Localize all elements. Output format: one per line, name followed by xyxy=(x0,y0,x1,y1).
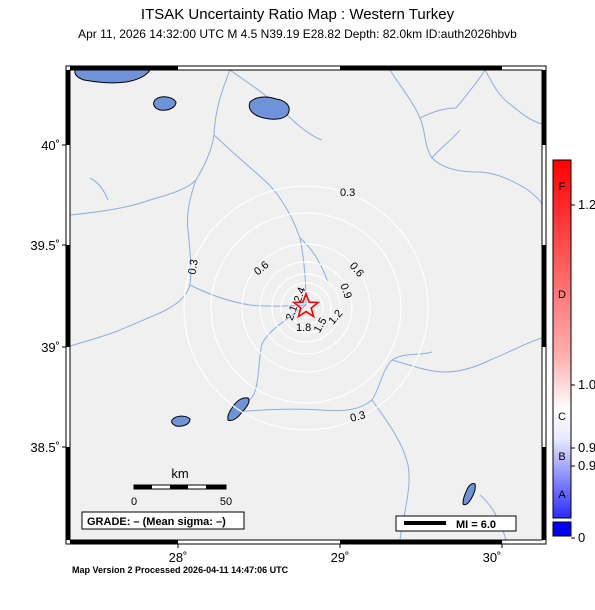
lat-label: 38.5˚ xyxy=(30,440,60,455)
map-footer: Map Version 2 Processed 2026-04-11 14:47… xyxy=(72,565,289,575)
grade-letter: A xyxy=(558,489,566,501)
color-bar: F D C B A 1.2 1.0 0.9 0.9 0 xyxy=(552,159,595,545)
colorbar-value: 0.9 xyxy=(578,440,595,455)
lat-label: 39.5˚ xyxy=(30,238,60,253)
colorbar-value: 1.2 xyxy=(578,197,595,212)
contour-label: 2.1 xyxy=(284,304,301,322)
contour-label: 1.8 xyxy=(296,322,311,334)
latitude-labels: 40˚ 39.5˚ 39˚ 38.5˚ xyxy=(30,138,60,455)
scale-title: km xyxy=(171,466,188,481)
lat-label: 40˚ xyxy=(41,138,60,153)
lon-label: 28˚ xyxy=(169,550,188,565)
contour-label: 0.3 xyxy=(340,187,355,199)
map-title: ITSAK Uncertainty Ratio Map : Western Tu… xyxy=(140,6,455,23)
contour-label: 0.3 xyxy=(186,258,200,275)
colorbar-value: 0.9 xyxy=(578,458,595,473)
water-bodies xyxy=(74,70,476,506)
mi-text: MI = 6.0 xyxy=(456,519,496,531)
grade-letter: D xyxy=(558,289,566,301)
lon-label: 30˚ xyxy=(483,550,502,565)
map-subtitle: Apr 11, 2026 14:32:00 UTC M 4.5 N39.19 E… xyxy=(78,27,517,41)
grade-letter: F xyxy=(559,181,566,193)
grade-letter: B xyxy=(558,451,565,463)
lat-label: 39˚ xyxy=(41,340,60,355)
colorbar-value: 0 xyxy=(578,530,585,545)
scale-start: 0 xyxy=(131,496,137,508)
scale-bar: km 0 50 xyxy=(131,466,232,508)
contour-label: 0.9 xyxy=(337,282,354,300)
longitude-labels: 28˚ 29˚ 30˚ xyxy=(169,550,502,565)
mi-box: MI = 6.0 xyxy=(395,515,517,532)
star-icon xyxy=(291,291,321,319)
grade-text: GRADE: – (Mean sigma: –) xyxy=(87,516,226,528)
contour-lines xyxy=(183,185,429,431)
contour-label: 0.3 xyxy=(349,409,367,425)
grade-box: GRADE: – (Mean sigma: –) xyxy=(81,511,245,530)
scale-end: 50 xyxy=(220,496,232,508)
lon-label: 29˚ xyxy=(331,550,350,565)
grade-letter: C xyxy=(558,411,566,423)
colorbar-value: 1.0 xyxy=(578,377,595,392)
map-frame xyxy=(62,65,547,548)
